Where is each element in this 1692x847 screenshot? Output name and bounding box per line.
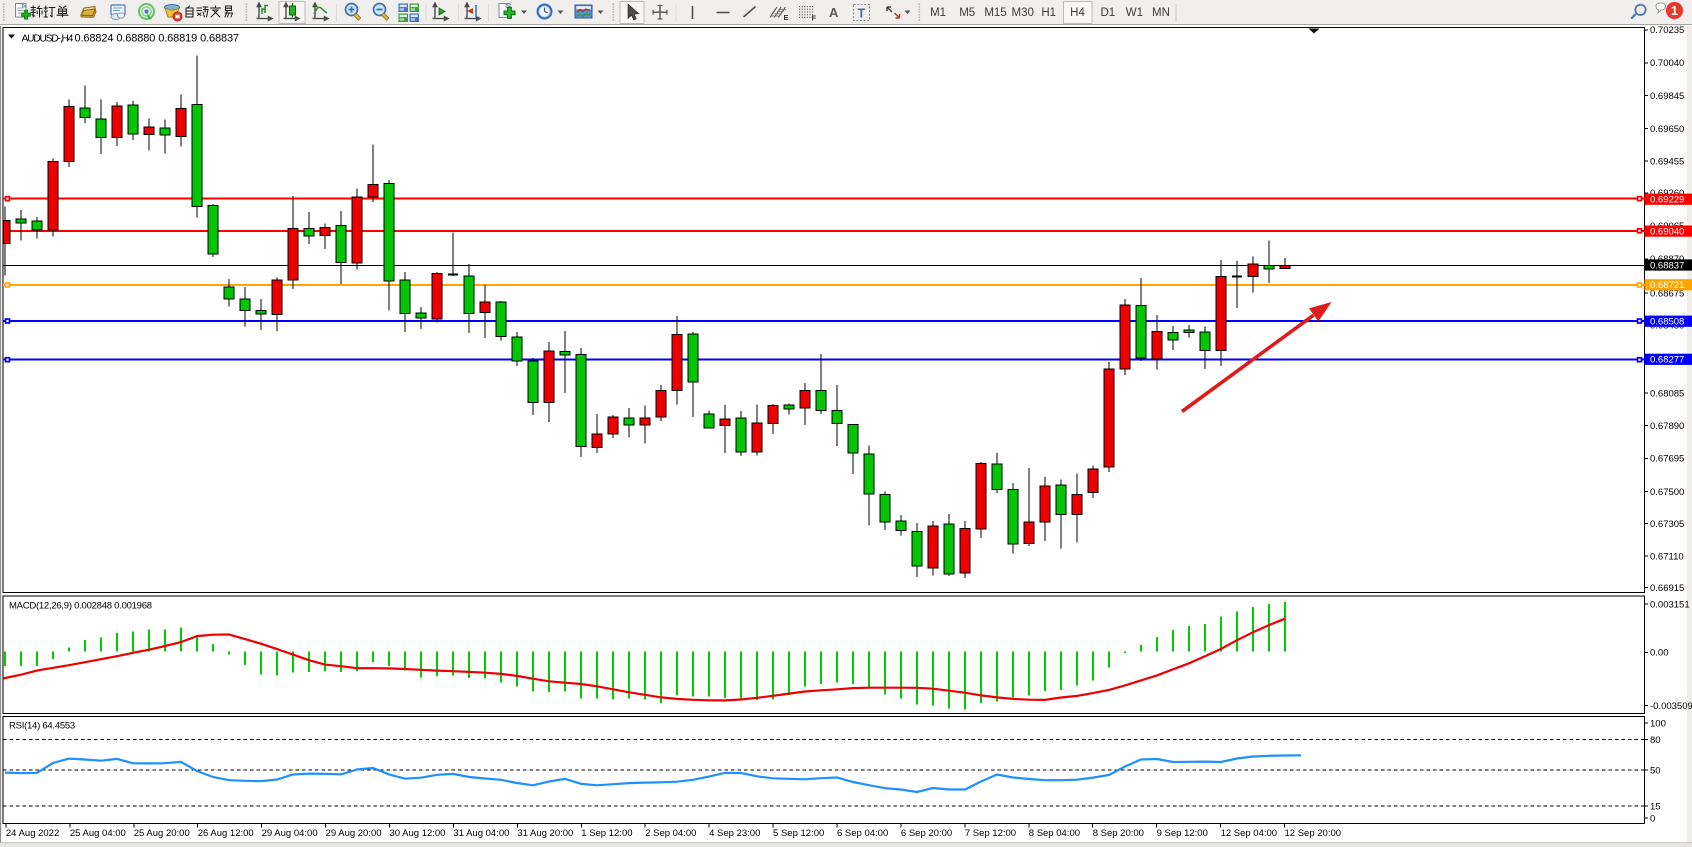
svg-text:0.69040: 0.69040 <box>1650 227 1684 238</box>
svg-text:0.68277: 0.68277 <box>1650 355 1684 366</box>
svg-text:31 Aug 20:00: 31 Aug 20:00 <box>517 828 573 839</box>
svg-text:H4: H4 <box>1070 7 1085 19</box>
svg-text:24 Aug 2022: 24 Aug 2022 <box>6 828 59 839</box>
svg-text:0.68824 0.68880 0.68819 0.6883: 0.68824 0.68880 0.68819 0.68837 <box>75 32 240 44</box>
svg-text:0.68085: 0.68085 <box>1650 388 1684 399</box>
svg-text:50: 50 <box>1650 765 1661 776</box>
svg-text:25 Aug 20:00: 25 Aug 20:00 <box>134 828 190 839</box>
svg-text:H1: H1 <box>1041 7 1056 19</box>
svg-text:0.67890: 0.67890 <box>1650 421 1684 432</box>
svg-text:8 Sep 20:00: 8 Sep 20:00 <box>1093 828 1144 839</box>
svg-text:M30: M30 <box>1012 7 1034 19</box>
svg-text:25 Aug 04:00: 25 Aug 04:00 <box>70 828 126 839</box>
svg-text:0.67500: 0.67500 <box>1650 487 1684 498</box>
svg-text:M1: M1 <box>930 7 946 19</box>
svg-text:A: A <box>829 5 839 20</box>
svg-text:12 Sep 20:00: 12 Sep 20:00 <box>1285 828 1342 839</box>
svg-text:0.67305: 0.67305 <box>1650 519 1684 530</box>
svg-text:0.70235: 0.70235 <box>1650 25 1684 36</box>
svg-text:26 Aug 12:00: 26 Aug 12:00 <box>198 828 254 839</box>
svg-text:0.68837: 0.68837 <box>1650 260 1684 271</box>
svg-text:0.69229: 0.69229 <box>1650 195 1684 206</box>
svg-text:M5: M5 <box>959 7 975 19</box>
svg-text:E: E <box>784 13 789 22</box>
svg-text:0: 0 <box>1650 813 1655 824</box>
svg-text:7 Sep 12:00: 7 Sep 12:00 <box>965 828 1016 839</box>
svg-text:0.00: 0.00 <box>1650 648 1669 659</box>
svg-text:0.69650: 0.69650 <box>1650 124 1684 135</box>
svg-text:M15: M15 <box>984 7 1006 19</box>
svg-text:31 Aug 04:00: 31 Aug 04:00 <box>453 828 509 839</box>
svg-text:6 Sep 04:00: 6 Sep 04:00 <box>837 828 888 839</box>
svg-text:2 Sep 04:00: 2 Sep 04:00 <box>645 828 696 839</box>
svg-text:W1: W1 <box>1126 7 1143 19</box>
svg-text:12 Sep 04:00: 12 Sep 04:00 <box>1221 828 1278 839</box>
svg-text:30 Aug 12:00: 30 Aug 12:00 <box>389 828 445 839</box>
svg-text:29 Aug 20:00: 29 Aug 20:00 <box>326 828 382 839</box>
svg-text:MACD(12,26,9) 0.002848 0.00196: MACD(12,26,9) 0.002848 0.001968 <box>9 601 152 612</box>
svg-text:0.68508: 0.68508 <box>1650 317 1684 328</box>
svg-text:0.66915: 0.66915 <box>1650 583 1684 594</box>
svg-text:AUDUSD-,H4: AUDUSD-,H4 <box>22 33 74 44</box>
svg-text:15: 15 <box>1650 801 1661 812</box>
svg-text:5 Sep 12:00: 5 Sep 12:00 <box>773 828 824 839</box>
svg-text:T: T <box>858 7 866 21</box>
svg-text:100: 100 <box>1650 718 1666 729</box>
svg-text:6 Sep 20:00: 6 Sep 20:00 <box>901 828 952 839</box>
svg-text:0.70040: 0.70040 <box>1650 58 1684 69</box>
svg-text:1 Sep 12:00: 1 Sep 12:00 <box>581 828 632 839</box>
svg-text:-0.003509: -0.003509 <box>1650 701 1692 712</box>
svg-text:RSI(14) 64.4553: RSI(14) 64.4553 <box>9 721 75 732</box>
svg-text:9 Sep 12:00: 9 Sep 12:00 <box>1157 828 1208 839</box>
svg-text:0.69455: 0.69455 <box>1650 157 1684 168</box>
svg-text:80: 80 <box>1650 735 1661 746</box>
svg-text:1: 1 <box>1671 4 1678 18</box>
svg-text:D1: D1 <box>1100 7 1115 19</box>
svg-text:0.69845: 0.69845 <box>1650 91 1684 102</box>
svg-text:29 Aug 04:00: 29 Aug 04:00 <box>262 828 318 839</box>
svg-text:MN: MN <box>1152 7 1170 19</box>
svg-text:8 Sep 04:00: 8 Sep 04:00 <box>1029 828 1080 839</box>
svg-text:0.003151: 0.003151 <box>1650 599 1690 610</box>
svg-text:0.67110: 0.67110 <box>1650 551 1684 562</box>
svg-text:F: F <box>812 14 817 23</box>
svg-text:0.68721: 0.68721 <box>1650 280 1684 291</box>
svg-text:0.68675: 0.68675 <box>1650 289 1684 300</box>
svg-text:4 Sep 23:00: 4 Sep 23:00 <box>709 828 760 839</box>
svg-text:0.67695: 0.67695 <box>1650 454 1684 465</box>
